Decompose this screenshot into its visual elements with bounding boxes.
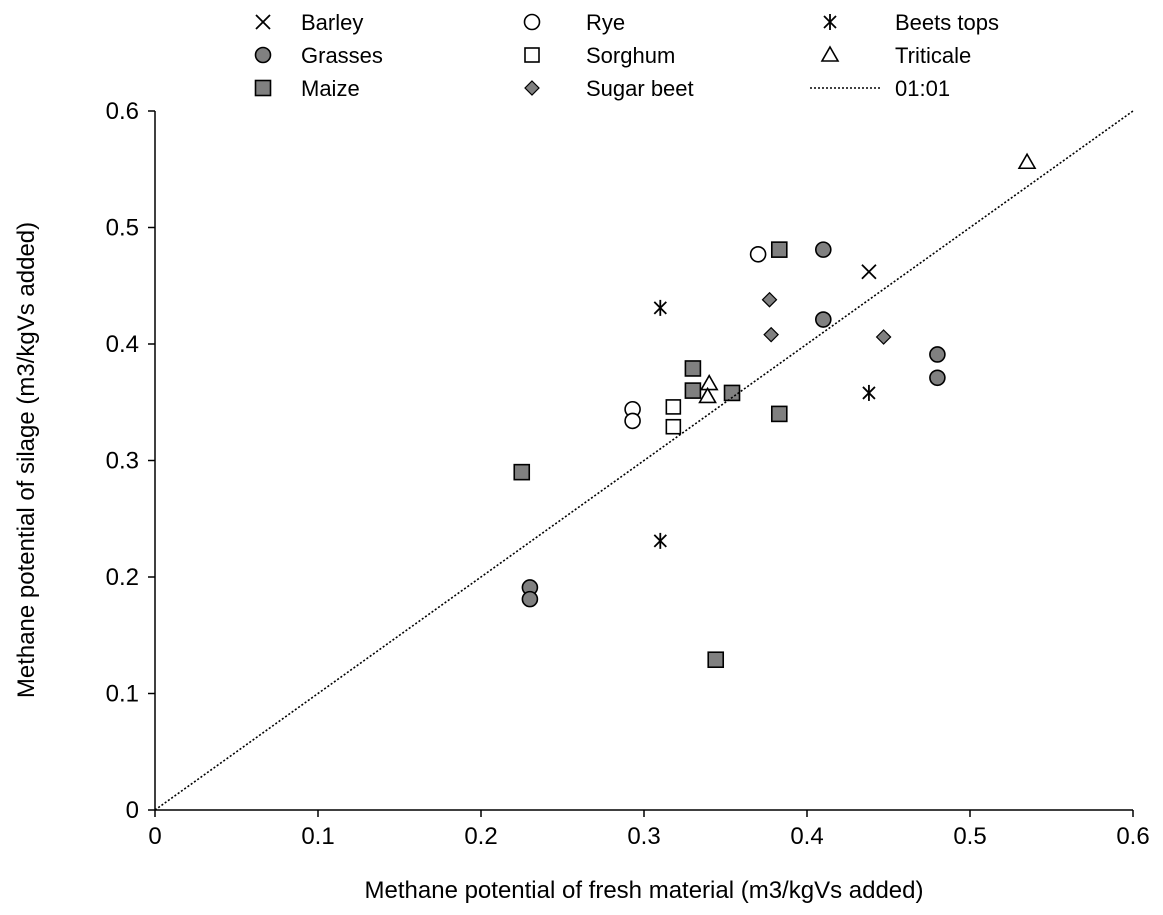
legend-marker	[820, 45, 840, 62]
y-tick-label: 0.2	[106, 564, 139, 591]
series-grasses	[521, 241, 946, 608]
data-point	[761, 291, 778, 308]
series-barley	[861, 264, 877, 280]
legend-item-sugar-beet: Sugar beet	[524, 76, 694, 101]
data-point	[513, 463, 531, 481]
legend-label: Barley	[301, 10, 363, 35]
legend-item-rye: Rye	[523, 10, 625, 35]
x-tick-label: 0.5	[953, 823, 986, 850]
data-point	[707, 651, 725, 669]
data-point	[684, 360, 702, 377]
data-point	[653, 532, 667, 549]
legend-item-triticale: Triticale	[820, 43, 971, 68]
axes: 0 0.1 0.2 0.3 0.4 0.5 0.6 0 0.1 0.2 0.3 0.4 0.5 0.6	[106, 98, 1150, 850]
legend-item-01-01: 01:01	[810, 76, 950, 101]
legend-label: 01:01	[895, 76, 950, 101]
legend-item-maize: Maize	[254, 76, 360, 101]
legend-marker	[254, 79, 272, 97]
data-point	[723, 384, 741, 402]
legend-marker	[255, 14, 271, 30]
legend-label: Grasses	[301, 43, 383, 68]
data-point	[624, 412, 641, 430]
data-point	[749, 245, 767, 263]
legend-marker	[823, 14, 837, 30]
y-tick-label: 0.6	[106, 98, 139, 125]
data-point	[653, 299, 667, 316]
data-point	[814, 241, 832, 258]
x-tick-label: 0.1	[301, 823, 334, 850]
data-point	[875, 329, 892, 345]
y-tick-label: 0	[126, 797, 139, 824]
y-axis-title: Methane potential of silage (m3/kgVs add…	[13, 222, 40, 698]
series-rye	[624, 245, 767, 430]
y-tick-label: 0.3	[106, 448, 139, 475]
legend-label: Sorghum	[586, 43, 675, 68]
legend-label: Rye	[586, 10, 625, 35]
x-tick-label: 0.2	[464, 823, 497, 850]
series-01-01	[154, 110, 1134, 811]
legend-item-beets-tops: Beets tops	[823, 10, 999, 35]
x-tick-label: 0.3	[627, 823, 660, 850]
y-tick-label: 0.5	[106, 215, 139, 242]
series-beets-tops	[653, 299, 876, 549]
series-sugar-beet	[761, 291, 892, 345]
legend-marker	[254, 46, 272, 64]
data-point	[1017, 152, 1037, 170]
data-point	[521, 590, 539, 608]
legend-label: Beets tops	[895, 10, 999, 35]
data-point	[665, 418, 682, 435]
data-point	[770, 241, 788, 258]
legend-label: Sugar beet	[586, 76, 694, 101]
data-point	[929, 369, 946, 387]
reference-line-1-to-1	[154, 110, 1134, 811]
legend-item-grasses: Grasses	[254, 43, 383, 68]
series-maize	[513, 241, 788, 669]
x-tick-label: 0.4	[790, 823, 823, 850]
data-point	[763, 326, 779, 343]
y-tick-label: 0.1	[106, 681, 139, 708]
legend-item-barley: Barley	[255, 10, 363, 35]
data-point	[698, 386, 717, 404]
x-tick-label: 0	[148, 823, 161, 850]
data-point	[699, 373, 719, 391]
data-point	[684, 382, 702, 399]
legend-item-sorghum: Sorghum	[524, 43, 675, 68]
x-tick-label: 0.6	[1116, 823, 1149, 850]
data-point	[814, 311, 832, 328]
plot-area	[154, 110, 1134, 811]
data-point	[861, 264, 877, 280]
series-sorghum	[665, 399, 682, 435]
data-point	[770, 405, 788, 423]
legend-marker	[523, 13, 541, 31]
legend: Barley Grasses Maize Rye Sorghum Sugar beet Be…	[254, 10, 999, 101]
data-point	[862, 384, 876, 401]
legend-label: Triticale	[895, 43, 971, 68]
legend-marker	[524, 80, 540, 96]
data-point	[665, 399, 682, 415]
x-axis-title: Methane potential of fresh material (m3/…	[365, 877, 924, 904]
data-point	[929, 346, 946, 363]
y-tick-label: 0.4	[106, 331, 139, 358]
legend-marker	[524, 47, 540, 63]
series-triticale	[698, 152, 1037, 404]
legend-label: Maize	[301, 76, 360, 101]
